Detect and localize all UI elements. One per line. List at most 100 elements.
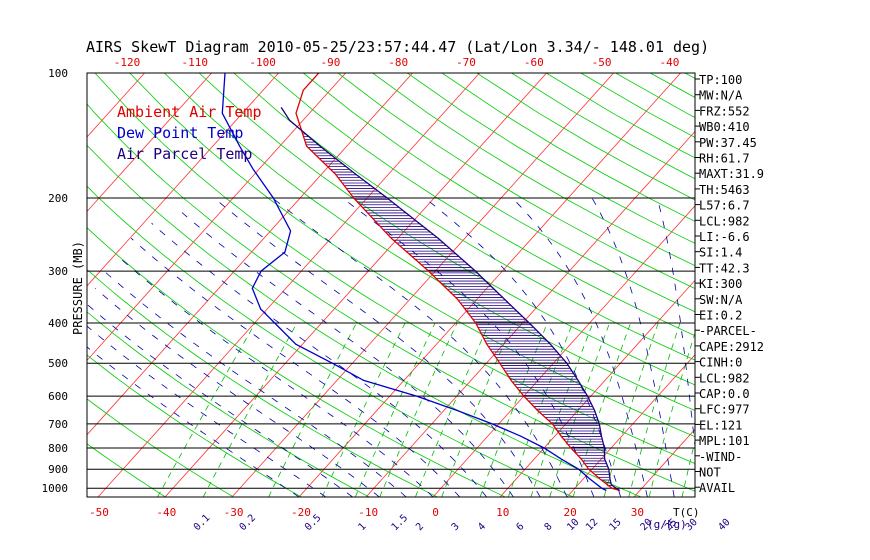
bottom-temperature-axis: -50 -40 -30 -20 -10 0 10 20 30 <box>89 506 644 519</box>
dry-adiabat-line <box>789 73 870 497</box>
mixing-ratio-line <box>268 322 357 497</box>
mixing-ratio-tick-label: 12 <box>584 517 600 533</box>
pressure-axis: 100 200 300 400 500 600 700 800 900 1000 <box>42 67 69 495</box>
moist-adiabat-line <box>103 270 407 497</box>
moist-adiabat-line <box>95 287 380 497</box>
index-label: AVAIL <box>699 481 735 495</box>
mixing-ratio-tick-label: 10 <box>565 517 581 533</box>
moist-adiabat-line <box>87 325 327 497</box>
dry-adiabat-line <box>337 73 695 289</box>
mixing-ratio-tick-label: 2 <box>414 521 426 533</box>
dry-adiabat-line <box>198 73 695 386</box>
index-label: LI:-6.6 <box>699 230 750 244</box>
isobar-lines <box>87 197 695 489</box>
background-lines <box>0 73 870 497</box>
mixing-ratio-line <box>379 322 458 497</box>
bottom-temp-tick-label: 0 <box>432 506 439 519</box>
mixing-ratio-tick-label: 15 <box>607 517 623 533</box>
dry-adiabat-line <box>87 354 302 497</box>
bottom-temp-tick-label: 10 <box>496 506 509 519</box>
isotherm-line <box>0 73 78 497</box>
isotherm-line <box>87 73 212 213</box>
bottom-temp-tick-label: 30 <box>631 506 644 519</box>
profile-ambient-air-temp <box>295 73 620 492</box>
pressure-tick-label: 1000 <box>42 482 69 495</box>
index-label: CINH:0 <box>699 356 742 370</box>
mixing-ratio-line <box>572 322 631 497</box>
dry-adiabat-line <box>268 73 695 337</box>
isotherm-line <box>499 279 695 497</box>
dry-adiabat-line <box>129 73 695 438</box>
index-label: MW:N/A <box>699 89 743 103</box>
y-axis-label: PRESSURE (MB) <box>71 241 85 335</box>
mixing-ratio-line <box>321 322 406 497</box>
index-label: TH:5463 <box>699 183 750 197</box>
top-temp-tick-label: -80 <box>388 56 408 69</box>
dry-adiabat-line <box>302 73 695 313</box>
mixing-ratio-line <box>507 322 574 497</box>
legend-entry: Ambient Air Temp <box>117 103 262 121</box>
pressure-tick-label: 400 <box>48 317 68 330</box>
index-label: TT:42.3 <box>699 261 750 275</box>
top-temp-tick-label: -70 <box>456 56 476 69</box>
moist-adiabat-line <box>87 303 353 497</box>
index-label: KI:300 <box>699 277 742 291</box>
dry-adiabat-line <box>650 73 695 98</box>
dry-adiabat-line <box>87 443 166 497</box>
pressure-tick-label: 700 <box>48 418 68 431</box>
dry-adiabat-line <box>754 73 870 497</box>
mixing-ratio-line <box>479 322 548 497</box>
dry-adiabat-line <box>164 73 695 411</box>
index-label: -WIND- <box>699 450 742 464</box>
moist-adiabat-line <box>151 222 487 497</box>
isotherm-line <box>87 73 346 361</box>
pressure-tick-label: 200 <box>48 192 68 205</box>
index-label: MAXT:31.9 <box>699 167 764 181</box>
mixing-ratio-line <box>202 322 298 497</box>
mixing-ratio-tick-label: 8 <box>543 521 555 533</box>
moist-adiabat-line <box>213 197 541 497</box>
profile-lines <box>221 73 621 492</box>
isotherm-line <box>97 73 480 497</box>
mixing-ratio-tick-label: 40 <box>716 517 732 533</box>
dry-adiabat-line <box>87 185 574 497</box>
index-label: NOT <box>699 466 721 480</box>
mixing-ratio-line <box>628 322 681 497</box>
pressure-tick-label: 900 <box>48 463 68 476</box>
index-label: CAPE:2912 <box>699 340 764 354</box>
mixing-ratio-tick-label: 1.5 <box>390 513 411 534</box>
index-label: LCL:982 <box>699 214 750 228</box>
mixing-ratio-unit-label: (g/kg) <box>647 518 687 531</box>
mixing-ratio-tick-label: 3 <box>450 521 462 533</box>
index-label: LCL:982 <box>699 371 750 385</box>
isotherm-line <box>231 73 614 497</box>
bottom-temp-tick-label: 20 <box>563 506 576 519</box>
index-label: SI:1.4 <box>699 246 742 260</box>
moist-adiabat-line <box>424 197 621 497</box>
index-label: PW:37.45 <box>699 136 757 150</box>
legend-entry: Dew Point Temp <box>117 124 243 142</box>
pressure-tick-label: 500 <box>48 357 68 370</box>
index-label: MPL:101 <box>699 434 750 448</box>
isotherm-line <box>365 130 695 497</box>
mixing-ratio-tick-label: 4 <box>476 521 488 533</box>
bottom-temp-tick-label: -40 <box>156 506 176 519</box>
pressure-tick-label: 800 <box>48 442 68 455</box>
index-label: CAP:0.0 <box>699 387 750 401</box>
top-temp-tick-label: -40 <box>659 56 679 69</box>
moist-adiabat-line <box>342 197 595 497</box>
index-label: RH:61.7 <box>699 152 750 166</box>
dry-adiabat-line <box>87 103 695 492</box>
index-label: L57:6.7 <box>699 199 750 213</box>
moist-adiabat-line <box>512 197 648 497</box>
mixing-ratio-tick-label: 6 <box>514 521 526 533</box>
dry-adiabat-line <box>372 73 695 267</box>
dry-adiabat-line <box>87 227 506 497</box>
index-label: -PARCEL- <box>699 324 757 338</box>
pressure-tick-label: 100 <box>48 67 68 80</box>
isotherm-line <box>0 73 11 497</box>
mixing-ratio-line <box>441 322 514 497</box>
